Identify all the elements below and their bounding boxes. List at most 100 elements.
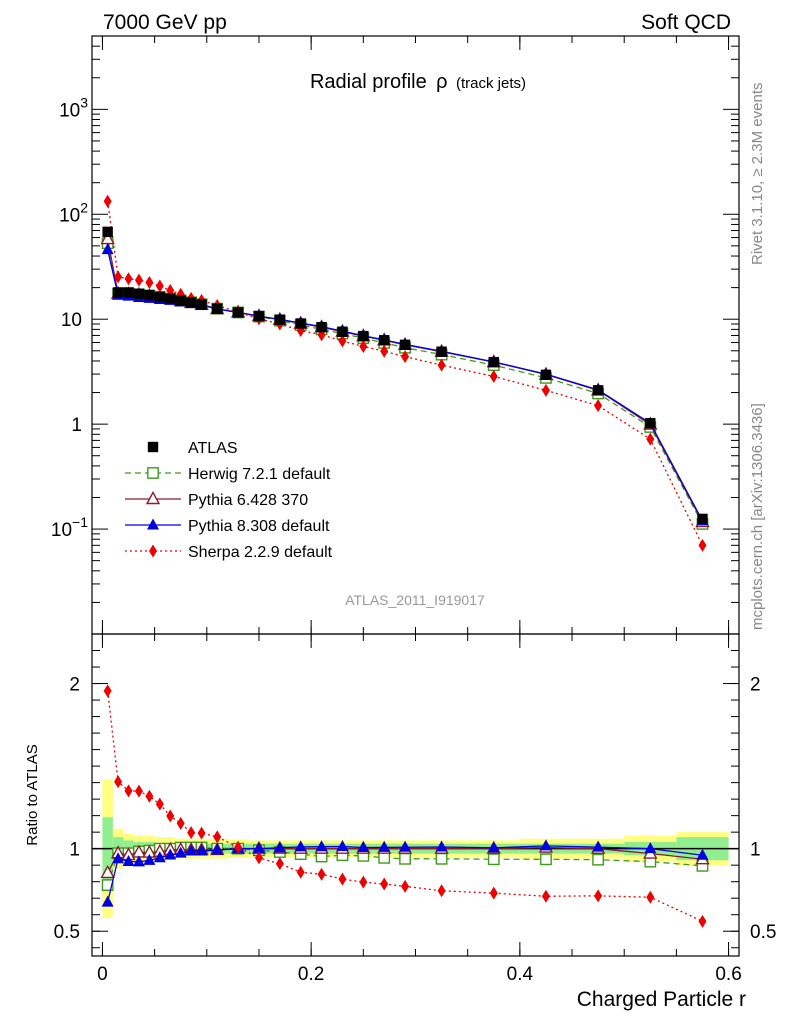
data-point-atlas	[592, 385, 604, 396]
ratio-point-sherpa-2-2-9-default	[124, 784, 133, 798]
data-point-sherpa-2-2-9-default	[489, 369, 498, 383]
ratio-point-herwig-7-2-1-default	[540, 853, 552, 866]
legend-marker-herwig-7-2-1-default	[147, 467, 159, 479]
ratio-point-herwig-7-2-1-default	[399, 852, 411, 865]
data-point-atlas	[196, 299, 207, 310]
ratio-point-sherpa-2-2-9-default	[275, 857, 284, 871]
x-axis-label: Charged Particle r	[577, 988, 746, 1011]
ratio-point-pythia-8-308-default	[294, 840, 307, 852]
ratio-point-pythia-8-308-default	[315, 840, 328, 852]
ratio-point-sherpa-2-2-9-default	[359, 875, 368, 889]
data-point-sherpa-2-2-9-default	[134, 273, 143, 287]
ratio-point-pythia-8-308-default	[357, 840, 370, 852]
data-point-sherpa-2-2-9-default	[437, 358, 446, 372]
ratio-point-sherpa-2-2-9-default	[234, 840, 243, 854]
data-point-sherpa-2-2-9-default	[103, 194, 112, 208]
ratio-point-pythia-8-308-default	[143, 853, 156, 865]
ratio-tick-label-right: 1	[750, 840, 761, 861]
legend-label-atlas: ATLAS	[188, 440, 238, 457]
ratio-tick-label-left: 0.5	[54, 922, 80, 943]
ratio-point-sherpa-2-2-9-default	[317, 867, 326, 881]
y-tick-label: 10−1	[51, 514, 88, 541]
ratio-point-pythia-8-308-default	[378, 840, 391, 852]
main-series-group	[100, 194, 710, 552]
ratio-tick-label-right: 0.5	[750, 922, 776, 943]
data-point-sherpa-2-2-9-default	[359, 339, 368, 353]
ratio-point-pythia-8-308-default	[435, 840, 448, 852]
ratio-point-pythia-8-308-default	[539, 839, 552, 851]
energy-label: 7000 GeV pp	[103, 11, 227, 34]
data-point-pythia-8-308-default	[101, 243, 114, 255]
ratio-point-pythia-8-308-default	[252, 842, 265, 854]
ratio-point-pythia-8-308-default	[164, 848, 177, 860]
ratio-point-sherpa-2-2-9-default	[114, 775, 123, 789]
data-point-atlas	[154, 291, 166, 303]
data-point-sherpa-2-2-9-default	[114, 270, 123, 284]
ratio-point-pythia-8-308-default	[644, 842, 657, 854]
data-point-atlas	[378, 335, 390, 346]
data-point-atlas	[123, 287, 134, 298]
legend: ATLAS Herwig 7.2.1 default Pythia 6.428 37…	[125, 440, 333, 561]
plot-title: Radial profile ρ (track jets)	[310, 71, 526, 93]
data-point-sherpa-2-2-9-default	[155, 279, 164, 293]
analysis-id-label: ATLAS_2011_I919017	[345, 592, 485, 608]
ratio-point-sherpa-2-2-9-default	[646, 890, 655, 904]
legend-marker-pythia-8-308-default	[147, 518, 159, 530]
data-point-atlas	[645, 418, 656, 429]
ratio-tick-label-left: 2	[69, 675, 80, 696]
data-point-atlas	[337, 326, 348, 337]
ratio-point-herwig-7-2-1-default	[592, 853, 605, 866]
data-point-atlas	[358, 330, 369, 342]
ratio-line-sherpa-2-2-9-default	[107, 690, 703, 922]
title-symbol: ρ	[436, 71, 447, 93]
source-label: mcplots.cern.ch [arXiv:1306.3436]	[749, 403, 766, 630]
y-tick-label: 10	[61, 310, 82, 331]
ratio-tick-label-right: 2	[750, 675, 761, 696]
data-point-atlas	[112, 287, 124, 298]
legend-marker-pythia-6-428-370	[145, 491, 161, 505]
ratio-point-sherpa-2-2-9-default	[187, 826, 196, 840]
data-point-sherpa-2-2-9-default	[145, 275, 154, 289]
data-point-atlas	[165, 293, 176, 304]
ratio-point-pythia-8-308-default	[185, 844, 198, 856]
legend-marker-sherpa-2-2-9-default	[149, 544, 157, 558]
legend-label-pythia-8-308-default: Pythia 8.308 default	[188, 518, 330, 535]
rivet-label: Rivet 3.1.10, ≥ 2.3M events	[749, 83, 766, 266]
data-point-atlas	[295, 318, 306, 329]
data-point-atlas	[253, 310, 265, 322]
data-point-atlas	[144, 289, 155, 301]
ratio-point-sherpa-2-2-9-default	[145, 789, 154, 803]
ratio-point-sherpa-2-2-9-default	[698, 914, 707, 928]
data-point-sherpa-2-2-9-default	[124, 272, 133, 286]
ratio-point-sherpa-2-2-9-default	[541, 889, 550, 903]
ratio-point-pythia-8-308-default	[487, 841, 500, 853]
title-sub: (track jets)	[456, 75, 526, 92]
ratio-point-pythia-8-308-default	[153, 851, 166, 863]
ratio-point-sherpa-2-2-9-default	[437, 884, 446, 898]
data-point-sherpa-2-2-9-default	[338, 334, 347, 348]
data-point-atlas	[399, 339, 411, 351]
title-main: Radial profile	[310, 71, 427, 93]
data-point-atlas	[436, 346, 447, 357]
ratio-point-sherpa-2-2-9-default	[254, 851, 263, 865]
x-tick-label: 0.6	[715, 964, 741, 985]
ratio-point-pythia-8-308-default	[273, 841, 286, 853]
data-point-atlas	[175, 295, 186, 306]
ratio-plot-frame	[91, 633, 740, 957]
ratio-point-herwig-7-2-1-default	[378, 851, 391, 864]
ratio-point-sherpa-2-2-9-default	[166, 809, 175, 823]
data-point-atlas	[697, 513, 708, 525]
ratio-tick-label-left: 1	[69, 840, 80, 861]
ratio-point-pythia-8-308-default	[174, 846, 187, 858]
data-point-sherpa-2-2-9-default	[594, 399, 603, 413]
ratio-point-herwig-7-2-1-default	[101, 879, 114, 891]
y-tick-label: 103	[59, 94, 88, 121]
ratio-point-pythia-8-308-default	[336, 839, 349, 851]
y-tick-label: 1	[71, 415, 82, 436]
ratio-point-herwig-7-2-1-default	[487, 853, 500, 866]
ratio-point-pythia-8-308-default	[112, 852, 125, 864]
ratio-point-sherpa-2-2-9-default	[380, 877, 389, 891]
ratio-point-pythia-8-308-default	[122, 855, 135, 867]
legend-label-pythia-6-428-370: Pythia 6.428 370	[188, 492, 308, 509]
